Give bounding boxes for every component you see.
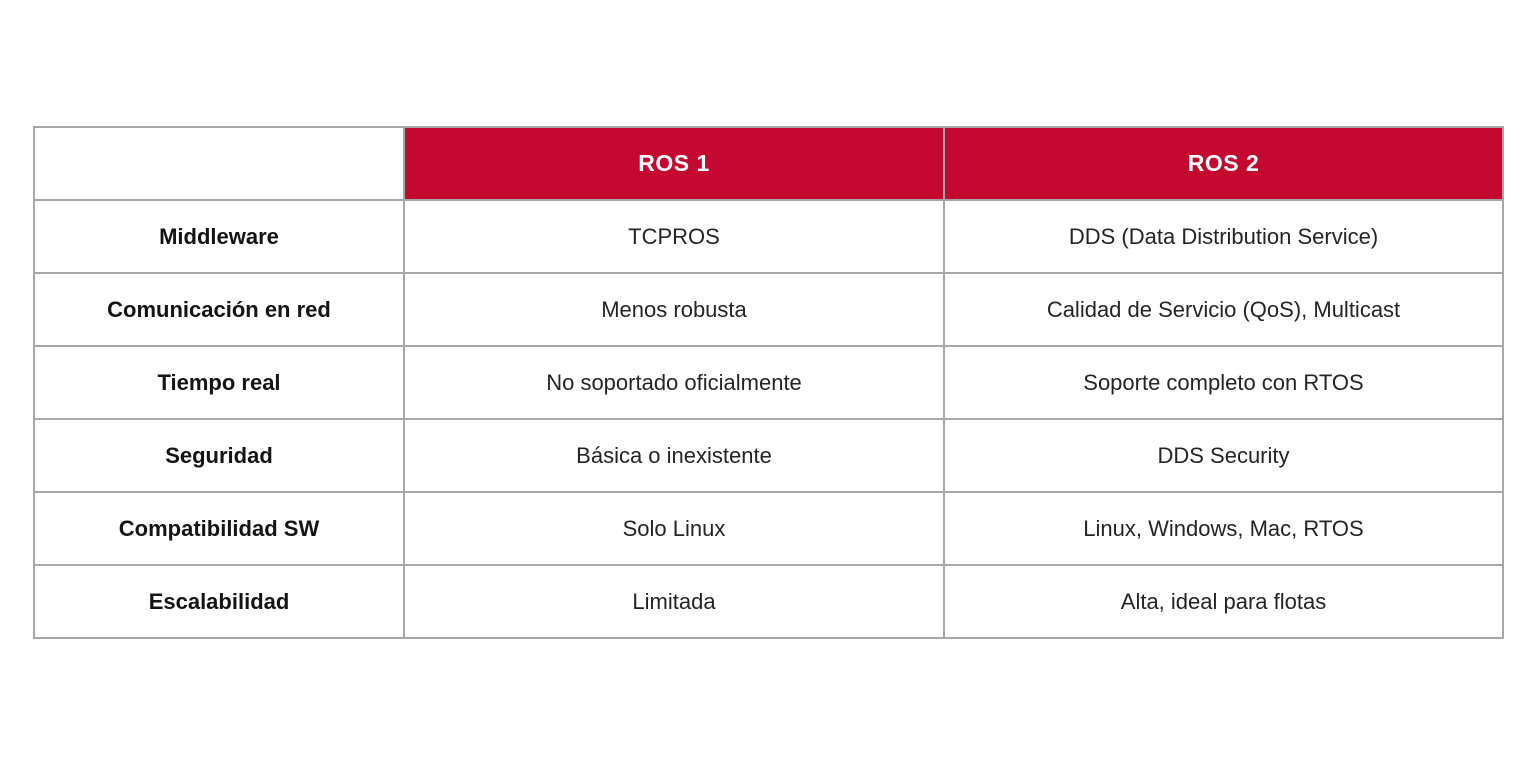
row-label: Compatibilidad SW [33, 491, 405, 566]
row-label: Tiempo real [33, 345, 405, 420]
cell-ros2: DDS (Data Distribution Service) [943, 199, 1504, 274]
cell-ros2: Linux, Windows, Mac, RTOS [943, 491, 1504, 566]
cell-ros1: TCPROS [403, 199, 945, 274]
empty-corner-cell [33, 126, 405, 201]
row-label: Middleware [33, 199, 405, 274]
cell-ros1: No soportado oficialmente [403, 345, 945, 420]
row-label: Seguridad [33, 418, 405, 493]
cell-ros1: Limitada [403, 564, 945, 639]
cell-ros2: Alta, ideal para flotas [943, 564, 1504, 639]
row-label: Escalabilidad [33, 564, 405, 639]
header-row: ROS 1 ROS 2 [33, 126, 1504, 201]
ros-comparison-table: ROS 1 ROS 2 Middleware TCPROS DDS (Data … [33, 126, 1504, 639]
cell-ros2: Calidad de Servicio (QoS), Multicast [943, 272, 1504, 347]
column-header-ros1: ROS 1 [403, 126, 945, 201]
cell-ros2: DDS Security [943, 418, 1504, 493]
table-row: Tiempo real No soportado oficialmente So… [33, 345, 1504, 420]
cell-ros1: Menos robusta [403, 272, 945, 347]
table-row: Escalabilidad Limitada Alta, ideal para … [33, 564, 1504, 639]
table-row: Comunicación en red Menos robusta Calida… [33, 272, 1504, 347]
cell-ros1: Básica o inexistente [403, 418, 945, 493]
cell-ros2: Soporte completo con RTOS [943, 345, 1504, 420]
column-header-ros2: ROS 2 [943, 126, 1504, 201]
table-row: Middleware TCPROS DDS (Data Distribution… [33, 199, 1504, 274]
table-row: Compatibilidad SW Solo Linux Linux, Wind… [33, 491, 1504, 566]
cell-ros1: Solo Linux [403, 491, 945, 566]
table-row: Seguridad Básica o inexistente DDS Secur… [33, 418, 1504, 493]
row-label: Comunicación en red [33, 272, 405, 347]
